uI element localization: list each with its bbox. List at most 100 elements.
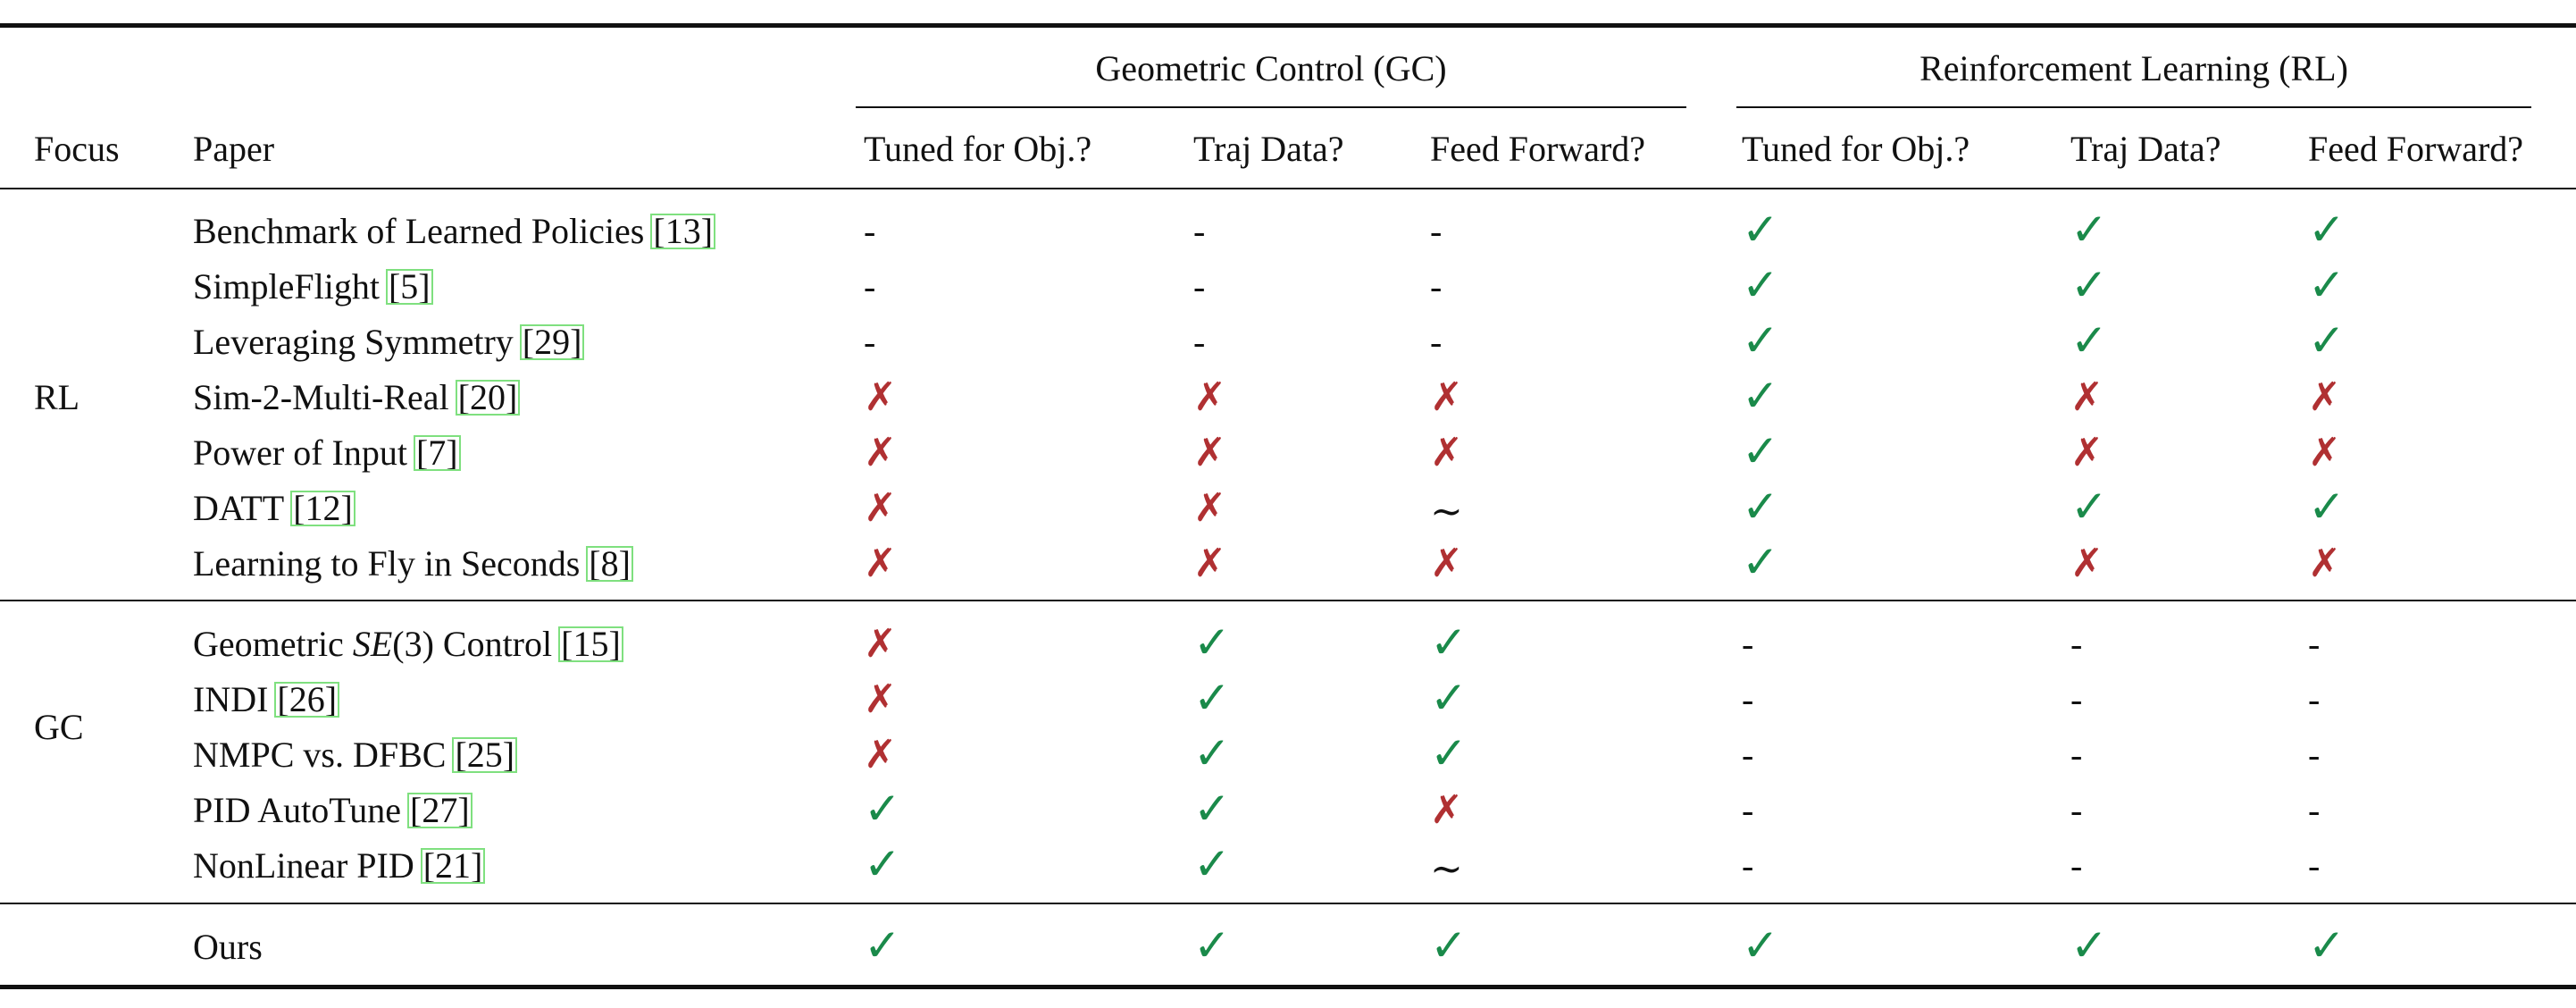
partial-icon: ∼ — [1430, 846, 1463, 892]
not-applicable-dash: - — [1430, 266, 1443, 307]
cross-icon: ✗ — [864, 485, 897, 531]
citation-link[interactable]: [21] — [420, 845, 486, 886]
check-icon: ✓ — [1742, 204, 1779, 256]
check-icon: ✓ — [1193, 783, 1231, 835]
cross-icon: ✗ — [2308, 541, 2341, 586]
citation-link[interactable]: [26] — [274, 679, 340, 719]
cross-icon: ✗ — [864, 541, 897, 586]
check-icon: ✓ — [864, 920, 901, 971]
check-icon: ✓ — [1742, 370, 1779, 422]
citation-link[interactable]: [13] — [650, 211, 716, 251]
check-icon: ✓ — [2308, 481, 2346, 533]
paper-name: Ours — [193, 929, 263, 965]
check-icon: ✓ — [1193, 727, 1231, 779]
paper-name: Power of Input [7] — [193, 433, 461, 473]
paper-name-math: SE — [352, 624, 393, 664]
check-icon: ✓ — [1430, 672, 1468, 724]
not-applicable-dash: - — [1193, 266, 1206, 307]
column-header-gc-ff: Feed Forward? — [1430, 129, 1646, 169]
paper-name: Benchmark of Learned Policies [13] — [193, 211, 716, 251]
paper-name: Geometric SE(3) Control [15] — [193, 626, 623, 662]
paper-name-text: NMPC vs. DFBC — [193, 735, 447, 775]
paper-name: Leveraging Symmetry [29] — [193, 322, 585, 362]
not-applicable-dash: - — [2308, 624, 2321, 664]
citation-link[interactable]: [7] — [413, 433, 461, 473]
check-icon: ✓ — [1742, 481, 1779, 533]
not-applicable-dash: - — [864, 211, 876, 251]
citation-link[interactable]: [5] — [385, 266, 433, 307]
citation-link[interactable]: [27] — [407, 790, 473, 830]
not-applicable-dash: - — [2308, 790, 2321, 830]
citation-link[interactable]: [29] — [519, 322, 585, 362]
not-applicable-dash: - — [1193, 211, 1206, 251]
paper-name-text: SimpleFlight — [193, 266, 380, 307]
check-icon: ✓ — [864, 783, 901, 835]
check-icon: ✓ — [1193, 672, 1231, 724]
paper-name-prefix: Geometric — [193, 624, 353, 664]
cross-icon: ✗ — [864, 621, 897, 667]
paper-name-text: Sim-2-Multi-Real — [193, 377, 449, 417]
paper-name: SimpleFlight [5] — [193, 266, 433, 307]
cross-icon: ✗ — [1430, 430, 1463, 475]
cross-icon: ✗ — [2070, 374, 2103, 420]
cross-icon: ✗ — [1193, 430, 1226, 475]
not-applicable-dash: - — [1742, 845, 1754, 886]
check-icon: ✓ — [1742, 259, 1779, 311]
paper-name: Learning to Fly in Seconds [8] — [193, 543, 633, 584]
citation-link[interactable]: [20] — [455, 377, 521, 417]
cross-icon: ✗ — [1193, 485, 1226, 531]
cross-icon: ✗ — [1430, 541, 1463, 586]
cross-icon: ✗ — [1430, 374, 1463, 420]
not-applicable-dash: - — [2070, 735, 2083, 775]
column-header-rl-traj: Traj Data? — [2070, 129, 2221, 169]
partial-icon: ∼ — [1430, 489, 1463, 534]
focus-label-rl: RL — [34, 377, 80, 417]
bottom-rule — [0, 985, 2576, 989]
cross-icon: ✗ — [2308, 430, 2341, 475]
paper-name: DATT [12] — [193, 491, 355, 526]
not-applicable-dash: - — [2070, 679, 2083, 719]
check-icon: ✓ — [2070, 204, 2108, 256]
cross-icon: ✗ — [864, 374, 897, 420]
paper-name-suffix: (3) Control — [392, 624, 553, 664]
citation-link[interactable]: [25] — [452, 735, 518, 775]
not-applicable-dash: - — [1742, 624, 1754, 664]
column-header-rl-tuned: Tuned for Obj.? — [1742, 129, 1970, 169]
not-applicable-dash: - — [2308, 679, 2321, 719]
check-icon: ✓ — [2070, 481, 2108, 533]
check-icon: ✓ — [1193, 617, 1231, 668]
paper-name-text: Power of Input — [193, 433, 407, 473]
citation-link[interactable]: [12] — [290, 488, 355, 528]
check-icon: ✓ — [1430, 920, 1468, 971]
check-icon: ✓ — [1742, 425, 1779, 477]
check-icon: ✓ — [1742, 920, 1779, 971]
paper-name-text: Benchmark of Learned Policies — [193, 211, 645, 251]
citation-link[interactable]: [8] — [586, 543, 633, 584]
header-rule — [0, 188, 2576, 189]
cross-icon: ✗ — [864, 430, 897, 475]
not-applicable-dash: - — [2070, 790, 2083, 830]
check-icon: ✓ — [2308, 920, 2346, 971]
group-header-rl: Reinforcement Learning (RL) — [1919, 48, 2348, 88]
check-icon: ✓ — [1742, 315, 1779, 366]
not-applicable-dash: - — [2070, 624, 2083, 664]
paper-name-text: Leveraging Symmetry — [193, 322, 514, 362]
check-icon: ✓ — [1193, 920, 1231, 971]
check-icon: ✓ — [2070, 315, 2108, 366]
column-header-paper: Paper — [193, 129, 275, 169]
column-header-rl-ff: Feed Forward? — [2308, 129, 2524, 169]
column-header-gc-traj: Traj Data? — [1193, 129, 1344, 169]
not-applicable-dash: - — [2308, 735, 2321, 775]
not-applicable-dash: - — [1742, 790, 1754, 830]
citation-link[interactable]: [15] — [558, 624, 623, 664]
cross-icon: ✗ — [864, 732, 897, 777]
check-icon: ✓ — [2308, 315, 2346, 366]
paper-name-text: PID AutoTune — [193, 790, 402, 830]
not-applicable-dash: - — [864, 266, 876, 307]
check-icon: ✓ — [2308, 259, 2346, 311]
cross-icon: ✗ — [1193, 541, 1226, 586]
cross-icon: ✗ — [1430, 787, 1463, 833]
focus-label-gc: GC — [34, 707, 84, 747]
check-icon: ✓ — [2070, 920, 2108, 971]
rl-section-rule — [0, 600, 2576, 601]
